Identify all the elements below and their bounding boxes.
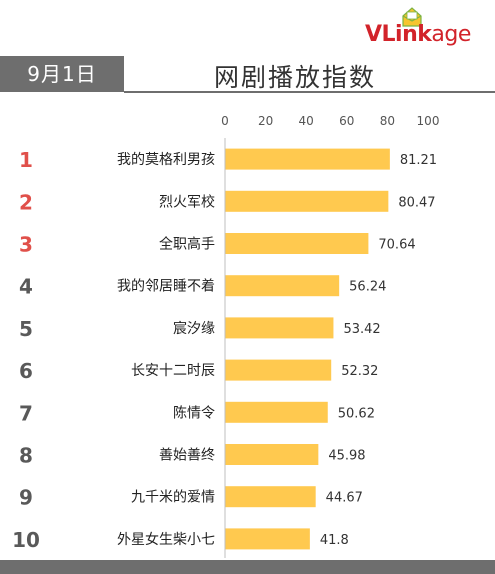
- category-label: 我的莫格利男孩: [117, 152, 215, 168]
- category-label: 烈火军校: [159, 193, 215, 210]
- category-label: 陈情令: [173, 404, 215, 421]
- bar: [225, 528, 310, 550]
- value-label: 44.67: [326, 491, 363, 506]
- bar: [225, 317, 334, 339]
- x-tick-label: 0: [221, 114, 229, 128]
- x-tick-label: 60: [339, 114, 354, 128]
- chart-title: 网剧播放指数: [213, 63, 376, 92]
- rank-number: 2: [19, 190, 33, 214]
- value-label: 80.47: [398, 195, 435, 210]
- value-label: 56.24: [349, 280, 386, 295]
- category-label: 善始善终: [159, 448, 215, 464]
- value-label: 50.62: [338, 406, 375, 421]
- bar: [225, 486, 316, 508]
- x-tick-label: 100: [417, 114, 440, 128]
- ranking-bar-chart: 0 20 40 60 80 100 1 我的莫格利男孩 81.21 2 烈火军校 80.47 3 全职高手…: [12, 114, 440, 558]
- value-label: 81.21: [400, 153, 437, 168]
- date-tag: 9月1日: [0, 56, 124, 92]
- category-label: 我的邻居睡不着: [117, 279, 215, 295]
- brand-logo: VLinkage: [365, 6, 477, 48]
- x-tick-label: 80: [380, 114, 395, 128]
- rank-number: 6: [19, 359, 33, 383]
- rank-number: 9: [19, 486, 33, 510]
- brand-link: Link: [381, 22, 432, 47]
- header-divider: [124, 91, 495, 93]
- bar: [225, 233, 369, 254]
- value-label: 53.42: [343, 322, 380, 337]
- envelope-logo-icon: [402, 7, 422, 27]
- x-tick-label: 40: [299, 114, 314, 128]
- brand-age: age: [431, 22, 471, 47]
- category-label: 九千米的爱情: [131, 490, 215, 506]
- value-label: 52.32: [341, 364, 378, 379]
- value-label: 45.98: [328, 449, 365, 464]
- rank-number: 5: [19, 317, 33, 341]
- rank-number: 1: [19, 148, 33, 172]
- bar: [225, 444, 319, 465]
- x-tick-label: 20: [258, 114, 273, 128]
- brand-wordmark: VLinkage: [365, 22, 471, 47]
- bar: [225, 401, 328, 423]
- value-label: 70.64: [378, 238, 415, 253]
- brand-v: V: [365, 22, 382, 47]
- rank-number: 10: [12, 528, 40, 552]
- value-label: 41.8: [320, 533, 349, 548]
- bar: [225, 275, 340, 297]
- bar: [225, 359, 332, 381]
- bar: [225, 190, 389, 212]
- rank-number: 7: [19, 401, 33, 425]
- footer-bar: [0, 560, 495, 574]
- rank-number: 4: [19, 275, 33, 299]
- category-label: 外星女生柴小七: [117, 531, 215, 548]
- category-label: 全职高手: [159, 236, 215, 253]
- category-label: 宸汐缘: [173, 320, 215, 337]
- rank-number: 8: [19, 444, 33, 468]
- rank-number: 3: [19, 233, 33, 257]
- bar: [225, 148, 390, 170]
- category-label: 长安十二时辰: [131, 363, 215, 379]
